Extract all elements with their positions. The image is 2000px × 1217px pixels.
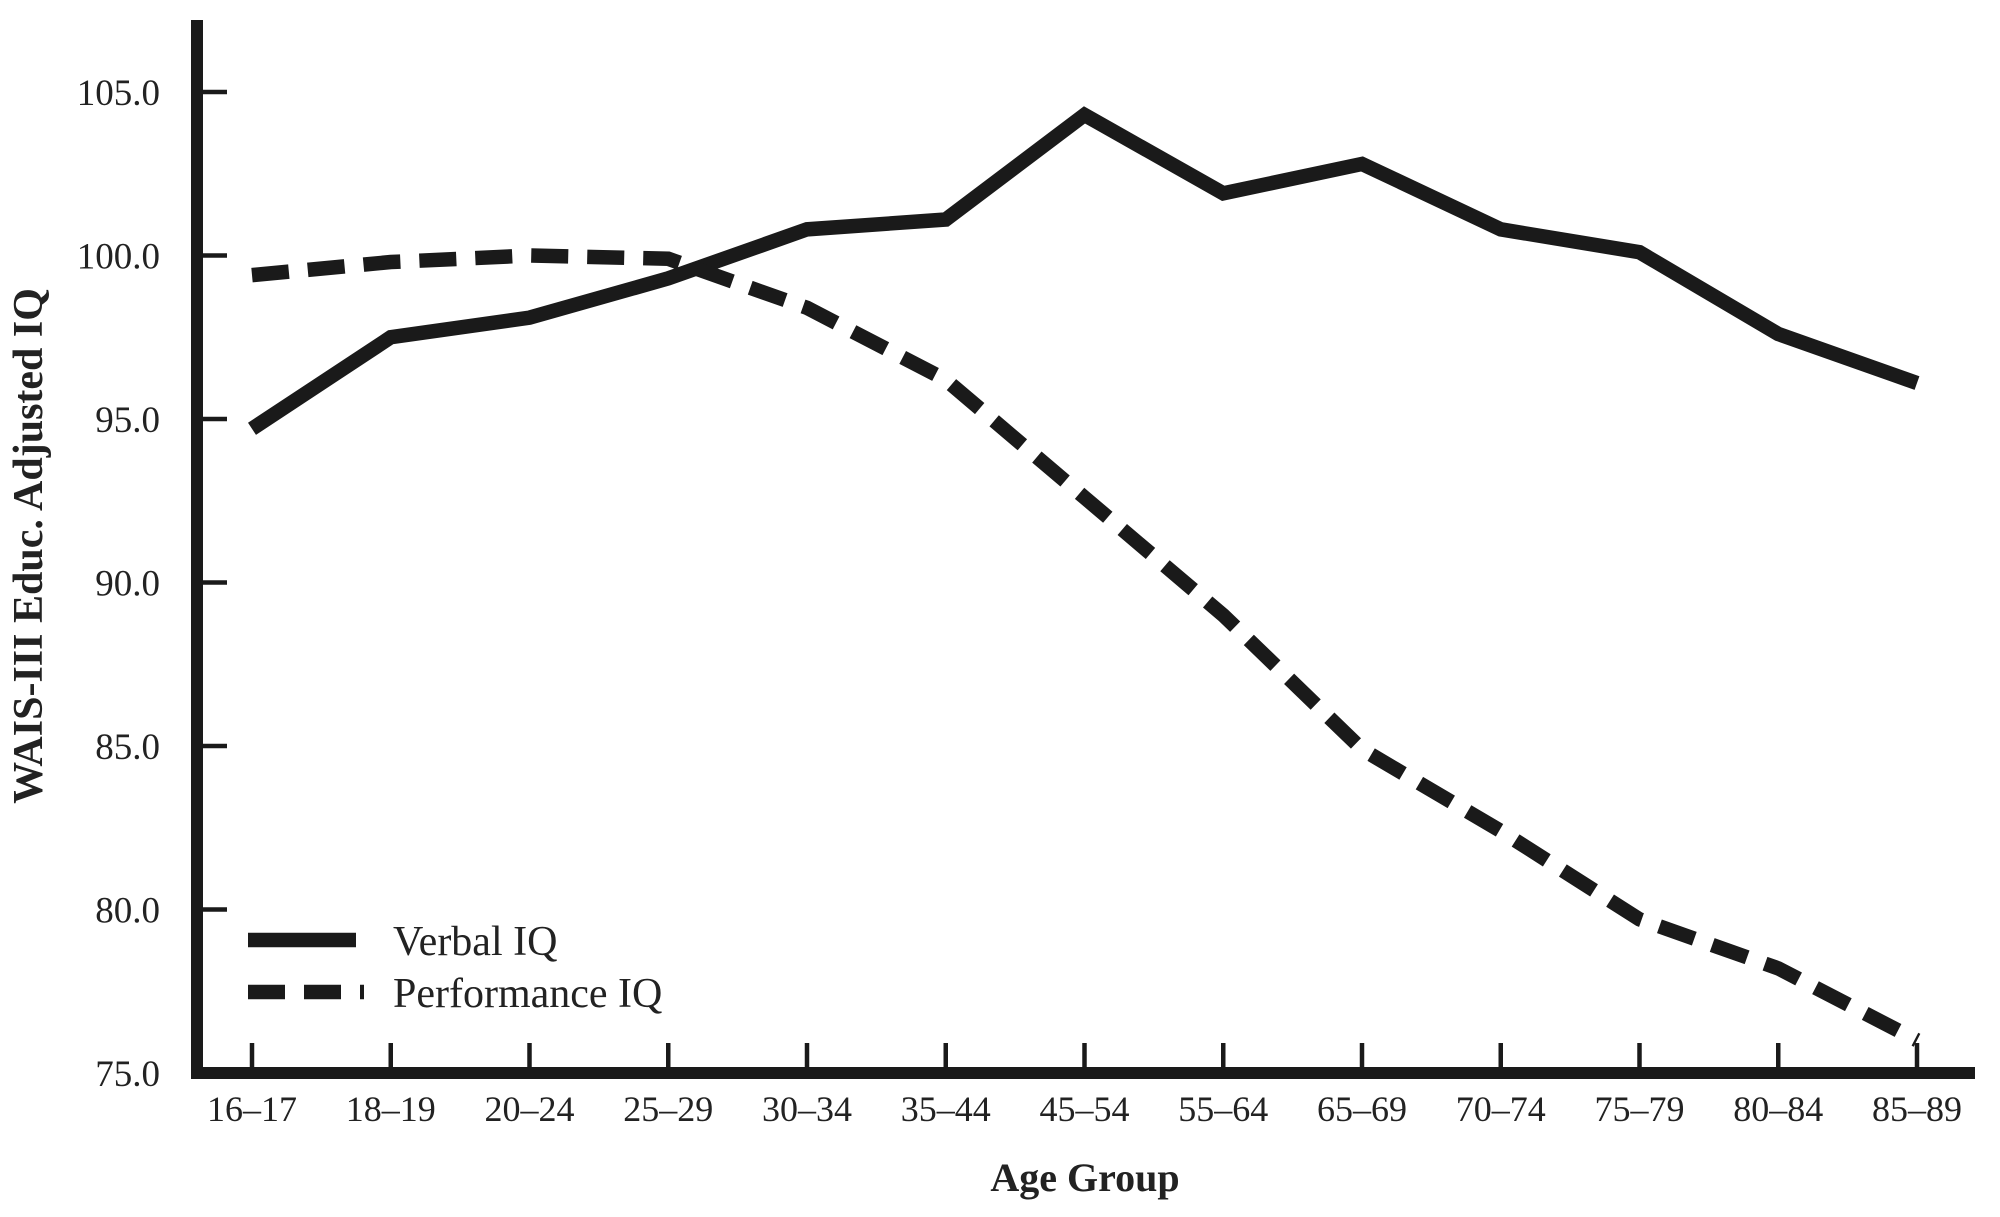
y-axis-ticks: 105.0 100.0 95.0 90.0 85.0 80.0 75.0 xyxy=(77,73,227,1095)
legend: Verbal IQ Performance IQ xyxy=(248,919,662,1017)
x-tick-label: 85–89 xyxy=(1872,1089,1962,1129)
y-tick-label: 75.0 xyxy=(95,1054,160,1095)
x-tick-label: 25–29 xyxy=(623,1089,713,1129)
y-tick-label: 95.0 xyxy=(95,400,160,441)
y-tick-label: 85.0 xyxy=(95,727,160,768)
x-tick-label: 20–24 xyxy=(485,1089,575,1129)
x-tick-label: 35–44 xyxy=(901,1089,991,1129)
legend-label-performance: Performance IQ xyxy=(393,971,662,1017)
x-tick-label: 75–79 xyxy=(1595,1089,1685,1129)
x-axis-ticks: 16–17 18–19 20–24 25–29 30–34 35–44 45–54 55–64… xyxy=(207,1043,1962,1129)
x-tick-label: 18–19 xyxy=(346,1089,436,1129)
y-tick-label: 90.0 xyxy=(95,564,160,605)
legend-label-verbal: Verbal IQ xyxy=(393,919,557,965)
x-axis-title: Age Group xyxy=(990,1155,1179,1200)
data-series xyxy=(248,106,1921,1047)
x-tick-label: 30–34 xyxy=(762,1089,852,1129)
y-tick-label: 100.0 xyxy=(77,237,160,278)
x-tick-label: 65–69 xyxy=(1317,1089,1407,1129)
y-tick-label: 80.0 xyxy=(95,891,160,932)
y-axis-title: WAIS-III Educ. Adjusted IQ xyxy=(6,288,52,804)
y-tick-label: 105.0 xyxy=(77,73,160,114)
x-tick-label: 80–84 xyxy=(1733,1089,1823,1129)
x-tick-label: 55–64 xyxy=(1178,1089,1268,1129)
performance-iq-line xyxy=(251,248,1921,1047)
x-tick-label: 70–74 xyxy=(1456,1089,1546,1129)
verbal-iq-line xyxy=(248,106,1920,435)
x-tick-label: 16–17 xyxy=(207,1089,297,1129)
x-tick-label: 45–54 xyxy=(1040,1089,1130,1129)
